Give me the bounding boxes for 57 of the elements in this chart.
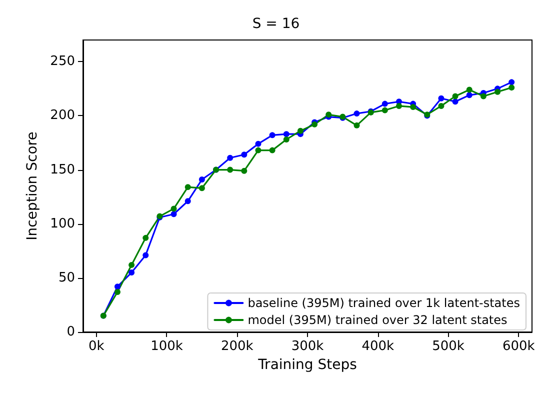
legend-label: model (395M) trained over 32 latent states	[248, 313, 508, 327]
y-tick-label: 0	[66, 324, 75, 340]
point	[382, 107, 388, 114]
point	[283, 131, 290, 138]
y-tick-label: 100	[50, 216, 75, 232]
point	[114, 284, 120, 290]
point	[241, 152, 248, 158]
x-axis-title: Training Steps	[257, 357, 357, 373]
point	[283, 136, 290, 142]
point	[382, 100, 388, 107]
point	[198, 185, 205, 192]
x-tick-label: 400k	[362, 339, 395, 354]
point	[452, 93, 458, 100]
point	[508, 84, 515, 91]
x-tick-label: 200k	[220, 339, 254, 354]
point	[480, 93, 486, 100]
point	[269, 132, 276, 138]
point	[184, 198, 191, 204]
x-tick-label: 600k	[502, 339, 536, 354]
point	[269, 147, 276, 154]
point	[410, 104, 416, 110]
point	[508, 79, 515, 86]
point	[255, 140, 262, 147]
point	[142, 252, 149, 258]
point	[227, 154, 234, 161]
x-tick-label: 300k	[291, 339, 324, 354]
point	[466, 86, 472, 93]
y-tick-label: 50	[58, 270, 75, 286]
point	[170, 211, 177, 218]
y-tick-label: 200	[50, 108, 75, 124]
point	[142, 234, 149, 241]
point	[128, 270, 135, 276]
point	[170, 206, 177, 212]
point	[114, 288, 120, 295]
y-tick-label: 150	[50, 162, 75, 178]
point	[396, 102, 402, 109]
point	[438, 102, 444, 109]
point	[184, 184, 191, 190]
x-tick-label: 0k	[88, 339, 105, 354]
point	[438, 95, 444, 102]
point	[354, 122, 360, 128]
point	[297, 128, 304, 134]
point	[241, 168, 248, 174]
point	[128, 262, 135, 268]
point	[452, 98, 458, 105]
x-tick-label: 500k	[432, 339, 465, 354]
x-tick-label: 100k	[150, 339, 184, 354]
chart-title: S = 16	[252, 16, 300, 32]
point	[354, 110, 360, 117]
point	[198, 176, 205, 183]
point	[466, 92, 472, 98]
legend-label: baseline (395M) trained over 1k latent-states	[248, 296, 520, 310]
y-tick-label: 250	[50, 54, 75, 70]
point	[227, 166, 234, 173]
y-axis-title: Inception Score	[24, 132, 40, 240]
point	[494, 88, 501, 95]
point	[255, 147, 262, 154]
